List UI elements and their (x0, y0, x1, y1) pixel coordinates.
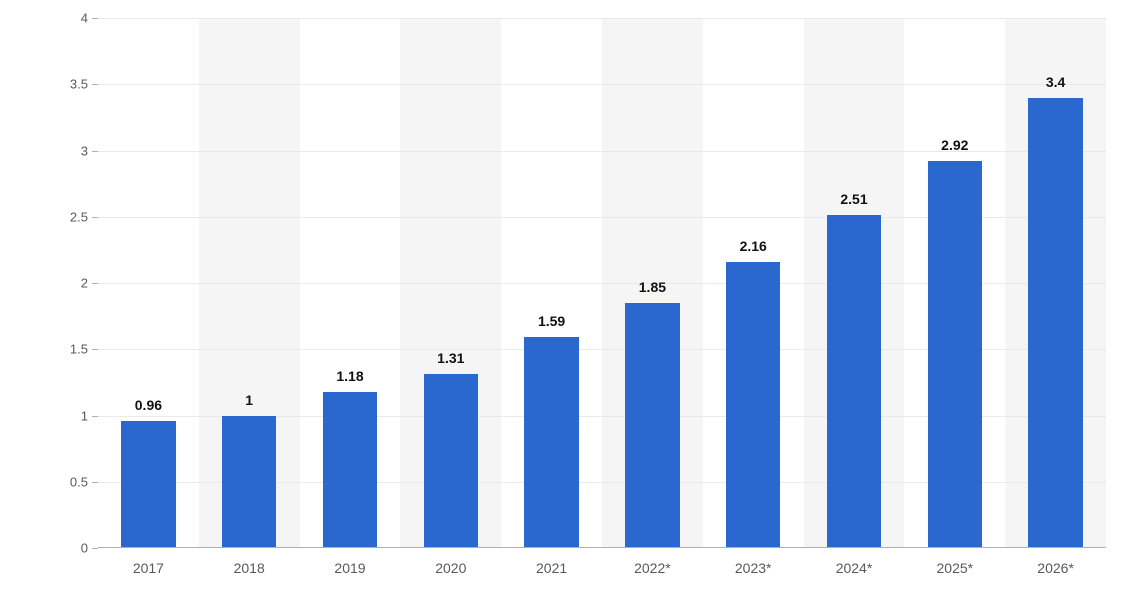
bar-value-label: 1 (245, 392, 253, 408)
bar (323, 392, 377, 548)
x-tick-label: 2017 (133, 560, 164, 576)
grid-line (98, 18, 1106, 19)
bar-value-label: 2.92 (941, 137, 968, 153)
x-axis-baseline (98, 547, 1106, 548)
y-tick-label: 1.5 (60, 342, 88, 357)
x-tick-label: 2020 (435, 560, 466, 576)
y-tick-label: 3.5 (60, 77, 88, 92)
y-tick-label: 3 (60, 143, 88, 158)
bar (424, 374, 478, 548)
bar-value-label: 1.31 (437, 350, 464, 366)
bar (625, 303, 679, 548)
bar-value-label: 1.18 (336, 368, 363, 384)
bar (827, 215, 881, 548)
bar (726, 262, 780, 548)
y-tick-label: 2.5 (60, 209, 88, 224)
y-tick-label: 0 (60, 541, 88, 556)
plot-area (98, 18, 1106, 548)
bar-value-label: 1.85 (639, 279, 666, 295)
x-tick-label: 2024* (836, 560, 873, 576)
bar-value-label: 2.16 (740, 238, 767, 254)
x-tick-label: 2025* (937, 560, 974, 576)
y-tick-label: 2 (60, 276, 88, 291)
x-tick-label: 2019 (334, 560, 365, 576)
x-tick-label: 2021 (536, 560, 567, 576)
bar-value-label: 1.59 (538, 313, 565, 329)
bar-value-label: 3.4 (1046, 74, 1065, 90)
bar (524, 337, 578, 548)
bar-value-label: 0.96 (135, 397, 162, 413)
y-tick-label: 1 (60, 408, 88, 423)
x-tick-label: 2018 (234, 560, 265, 576)
x-tick-label: 2023* (735, 560, 772, 576)
y-tick-label: 4 (60, 11, 88, 26)
grid-line (98, 84, 1106, 85)
x-tick-label: 2026* (1037, 560, 1074, 576)
x-tick-label: 2022* (634, 560, 671, 576)
bar-value-label: 2.51 (840, 191, 867, 207)
bar (928, 161, 982, 548)
y-tick-label: 0.5 (60, 474, 88, 489)
bar (1028, 98, 1082, 549)
bar (222, 416, 276, 549)
y-tick-mark (92, 548, 98, 549)
bar (121, 421, 175, 548)
chart-container: Spending in trillion U.S. dollars 00.511… (0, 0, 1140, 615)
